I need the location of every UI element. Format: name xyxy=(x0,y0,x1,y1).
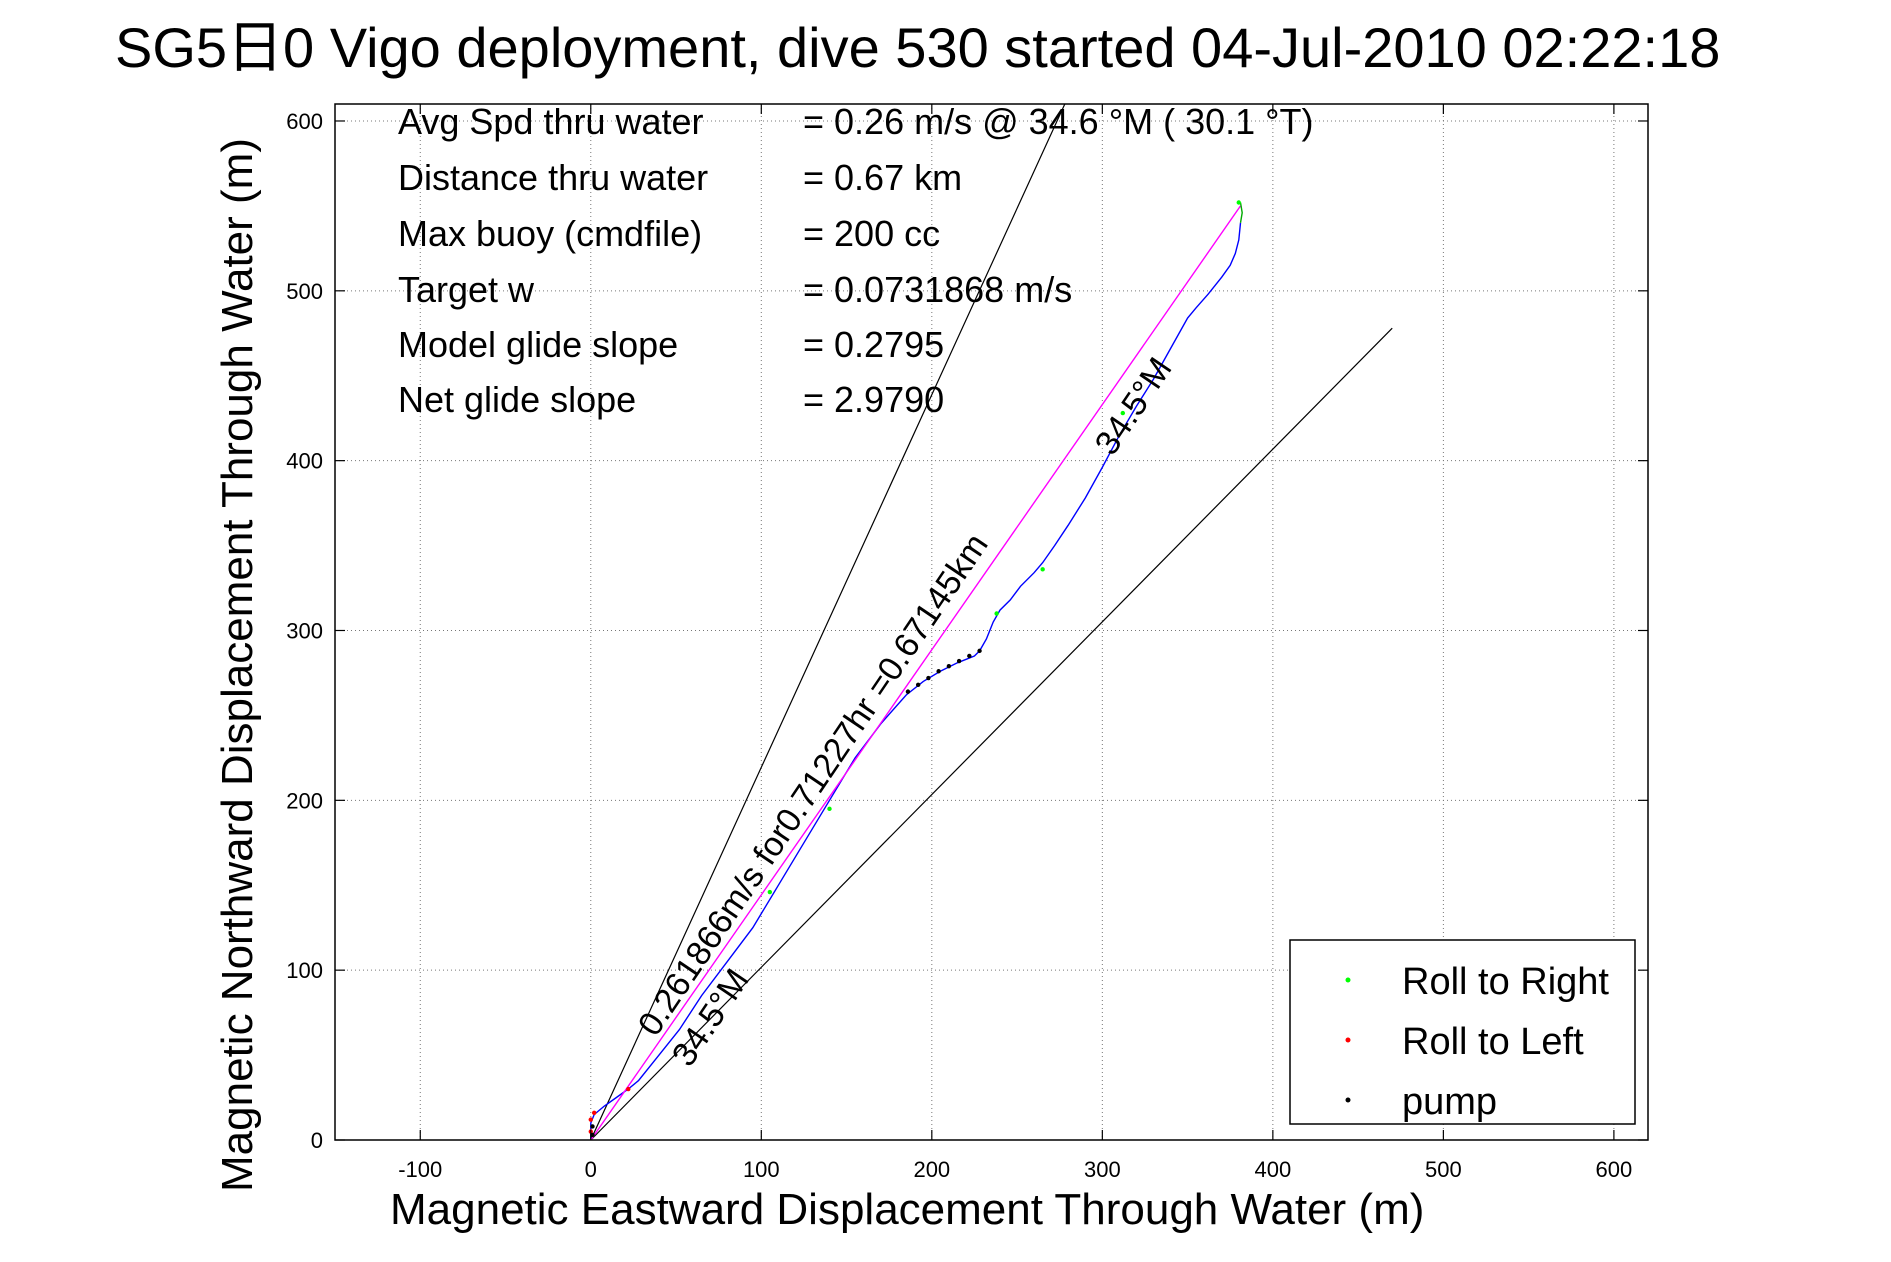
series-point xyxy=(767,889,773,895)
stat-value: = 0.26 m/s @ 34.6 °M ( 30.1 °T) xyxy=(803,101,1314,142)
stat-value: = 200 cc xyxy=(803,213,941,254)
chart-title: SG5日0 Vigo deployment, dive 530 started … xyxy=(115,16,1721,79)
x-tick-label: 0 xyxy=(585,1157,597,1182)
x-tick-label: 300 xyxy=(1084,1157,1121,1182)
series-line xyxy=(590,205,1242,1141)
y-tick-label: 200 xyxy=(286,788,323,813)
legend-entry: pump xyxy=(1402,1081,1497,1123)
legend-entry: Roll to Right xyxy=(1402,961,1609,1003)
reference-line xyxy=(590,103,1066,1141)
stat-value: = 0.2795 xyxy=(803,324,945,365)
series-point xyxy=(994,611,999,616)
series-point xyxy=(1120,410,1126,416)
axes-box xyxy=(334,103,1649,1141)
stat-value: = 0.0731868 m/s xyxy=(803,269,1073,310)
x-tick-label: 400 xyxy=(1254,1157,1291,1182)
series-points xyxy=(588,200,1241,1138)
y-tick-label: 600 xyxy=(286,109,323,134)
y-tick-label: 0 xyxy=(311,1128,323,1153)
stat-value: = 2.9790 xyxy=(803,379,945,420)
series-point xyxy=(977,648,982,654)
y-axis-label: Magnetic Northward Displacement Through … xyxy=(213,138,262,1192)
x-tick-label: 100 xyxy=(743,1157,780,1182)
x-tick-label: -100 xyxy=(398,1157,442,1182)
series-point xyxy=(1236,200,1241,205)
series-point xyxy=(905,689,911,694)
legend-entry: Roll to Left xyxy=(1402,1021,1584,1063)
series-point xyxy=(591,1110,597,1116)
legend-box xyxy=(1289,939,1636,1125)
tick-labels: -100 0 100 200 300 400 500 600 0 100 200 300 400 500 6… xyxy=(286,109,1632,1182)
stat-label: Max buoy (cmdfile) xyxy=(398,213,703,254)
stat-value: = 0.67 km xyxy=(803,157,963,198)
grid-lines xyxy=(335,104,1648,1141)
stat-label: Distance thru water xyxy=(398,157,709,198)
stat-label: Model glide slope xyxy=(398,324,679,365)
x-tick-label: 200 xyxy=(913,1157,950,1182)
series-point xyxy=(936,669,941,674)
series-point xyxy=(967,653,972,659)
series-point xyxy=(915,682,921,688)
legend-marker xyxy=(1345,1037,1351,1043)
legend: Roll to Right Roll to Left pump xyxy=(1289,939,1636,1125)
series-point xyxy=(588,1117,593,1122)
x-tick-label: 600 xyxy=(1596,1157,1633,1182)
series-line xyxy=(590,222,1242,1140)
stat-label: Net glide slope xyxy=(398,379,637,420)
y-tick-label: 500 xyxy=(286,279,323,304)
stat-label: Avg Spd thru water xyxy=(398,101,704,142)
x-tick-label: 500 xyxy=(1425,1157,1462,1182)
series-line xyxy=(1239,202,1243,224)
series-point xyxy=(590,1132,595,1138)
x-axis-label: Magnetic Eastward Displacement Through W… xyxy=(390,1185,1425,1234)
stat-label: Target w xyxy=(398,269,535,310)
annotations: 0.261866m/s for0.71227hr =0.67145km34.5°… xyxy=(631,351,1180,1073)
reference-line xyxy=(590,327,1393,1141)
series-point xyxy=(1040,567,1045,572)
series-layer xyxy=(590,202,1243,1141)
y-tick-label: 300 xyxy=(286,618,323,643)
reference-lines xyxy=(590,103,1393,1141)
series-point xyxy=(926,675,931,681)
y-tick-label: 400 xyxy=(286,449,323,474)
series-point xyxy=(827,806,832,812)
legend-marker xyxy=(1345,977,1351,983)
series-point xyxy=(626,1086,631,1092)
series-point xyxy=(946,663,952,669)
plot-frame xyxy=(334,103,1649,1141)
y-tick-label: 100 xyxy=(286,958,323,983)
series-point xyxy=(590,1124,595,1129)
legend-marker xyxy=(1345,1097,1351,1103)
series-point xyxy=(956,658,962,664)
